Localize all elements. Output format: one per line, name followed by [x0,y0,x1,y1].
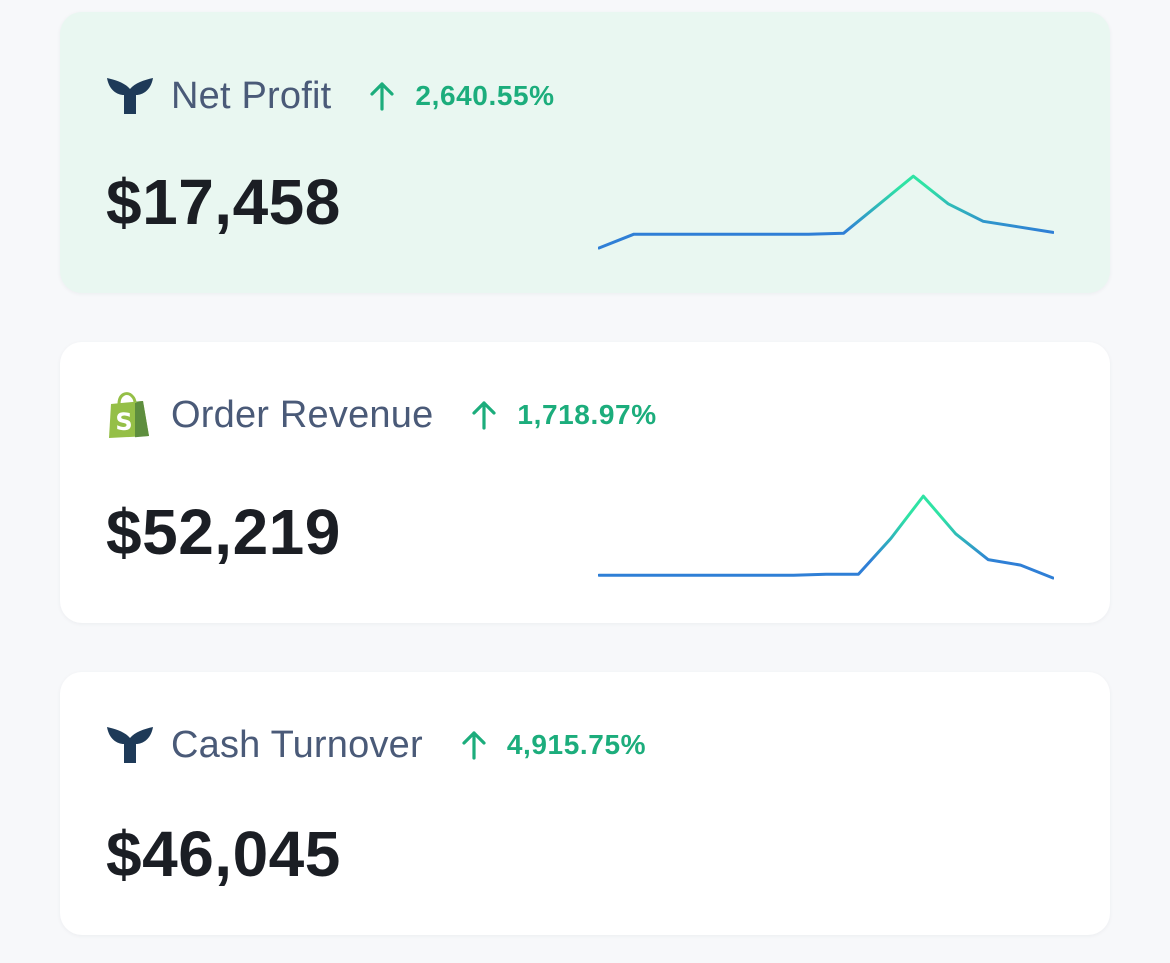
metric-value: $52,219 [106,496,341,568]
whale-tail-icon [105,72,157,120]
svg-text:S: S [115,408,132,436]
sparkline-series [598,494,1054,580]
sparkline-chart [598,174,1054,250]
change-indicator: 1,718.97% [469,398,656,432]
sparkline-chart [598,494,1054,580]
change-indicator: 4,915.75% [459,728,646,762]
arrow-up-icon [367,79,397,113]
sparkline-series [598,174,1054,250]
change-indicator: 2,640.55% [367,79,554,113]
metric-label: Order Revenue [171,393,434,436]
metric-card-net-profit[interactable]: Net Profit 2,640.55% $17,458 [60,12,1110,293]
metric-value: $17,458 [106,166,341,238]
arrow-up-icon [469,398,499,432]
arrow-up-icon [459,728,489,762]
metric-card-header: S Order Revenue 1,718.97% [105,390,657,440]
change-percent: 4,915.75% [506,729,647,760]
metric-card-header: Net Profit 2,640.55% [105,71,555,121]
change-percent: 2,640.55% [415,80,555,111]
metric-label: Cash Turnover [171,723,423,766]
metric-value: $46,045 [106,818,341,890]
metric-label: Net Profit [171,74,332,117]
metric-card-cash-turnover[interactable]: Cash Turnover 4,915.75% $46,045 [60,672,1110,935]
change-percent: 1,718.97% [517,399,657,430]
metric-card-order-revenue[interactable]: S Order Revenue 1,718.97% $52,219 [60,342,1110,623]
shopify-bag-icon: S [105,391,157,439]
metric-card-header: Cash Turnover 4,915.75% [105,720,646,770]
whale-tail-icon [105,721,157,769]
